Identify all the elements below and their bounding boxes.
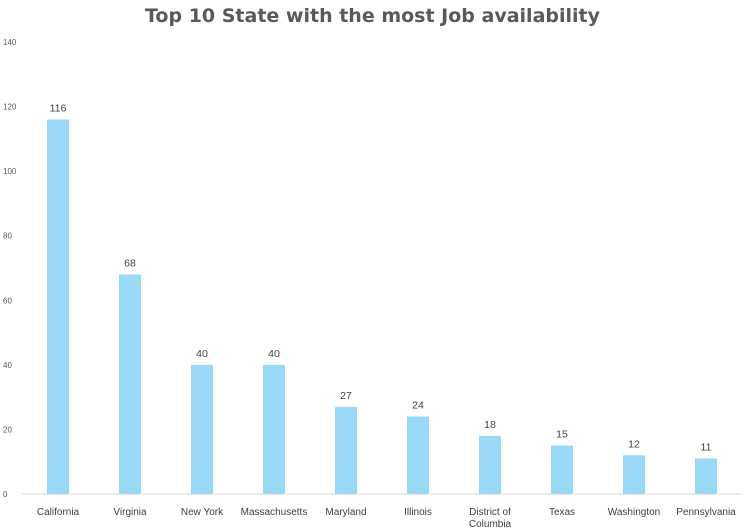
bar-0: [47, 119, 69, 494]
bar-6: [479, 435, 501, 494]
data-label-9: 11: [701, 441, 712, 453]
y-tick-label-140: 140: [3, 38, 17, 47]
bar-4: [335, 406, 357, 494]
bar-3: [263, 364, 285, 494]
x-tick-label-4: Maryland: [325, 507, 366, 518]
data-label-0: 116: [50, 102, 67, 114]
y-tick-label-60: 60: [3, 296, 12, 305]
x-tick-label-3: Massachusetts: [241, 507, 308, 518]
data-label-2: 40: [196, 348, 208, 360]
bar-9: [695, 458, 717, 494]
y-tick-label-80: 80: [3, 232, 12, 241]
bar-8: [623, 455, 645, 494]
y-tick-label-20: 20: [3, 425, 12, 434]
data-label-8: 12: [628, 438, 640, 450]
data-label-4: 27: [340, 390, 352, 402]
x-tick-label-6: District of Columbia: [469, 507, 512, 529]
x-tick-label-0: California: [37, 507, 80, 518]
y-tick-label-120: 120: [3, 103, 17, 112]
data-label-7: 15: [556, 429, 568, 441]
x-tick-label-2: New York: [181, 507, 224, 518]
x-tick-label-8: Washington: [608, 507, 660, 518]
x-tick-label-5: Illinois: [404, 507, 432, 518]
x-tick-label-1: Virginia: [113, 507, 147, 518]
x-tick-label-7: Texas: [549, 507, 575, 518]
y-tick-label-100: 100: [3, 167, 17, 176]
data-label-6: 18: [484, 419, 496, 431]
bar-5: [407, 416, 429, 494]
chart-title: Top 10 State with the most Job availabil…: [144, 5, 600, 27]
x-tick-label-9: Pennsylvania: [676, 507, 736, 518]
data-label-1: 68: [124, 257, 136, 269]
bar-7: [551, 445, 573, 494]
bar-1: [119, 274, 141, 494]
y-tick-label-0: 0: [3, 490, 8, 499]
y-tick-label-40: 40: [3, 361, 12, 370]
bar-2: [191, 364, 213, 494]
data-label-3: 40: [268, 348, 280, 360]
data-label-5: 24: [412, 400, 424, 412]
